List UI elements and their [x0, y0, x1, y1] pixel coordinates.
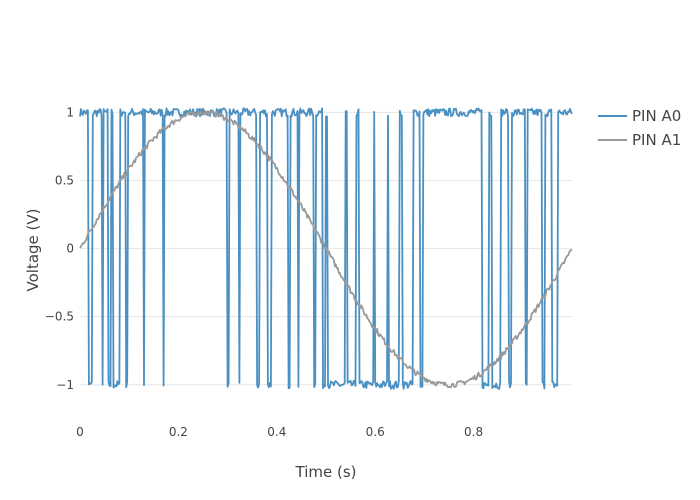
- x-axis-title: Time (s): [295, 463, 357, 481]
- y-tick-labels: 1 0.5 0 −0.5 −1: [45, 105, 74, 391]
- y-tick-label: 0.5: [55, 174, 74, 188]
- x-tick-labels: 0 0.2 0.4 0.6 0.8: [76, 425, 483, 439]
- legend-item-pin-a1[interactable]: PIN A1: [598, 131, 681, 149]
- y-tick-label: −0.5: [45, 310, 74, 324]
- x-tick-label: 0.4: [267, 425, 286, 439]
- y-tick-label: 1: [66, 105, 74, 119]
- series-line-pin-a0: [79, 107, 573, 390]
- x-tick-label: 0.8: [464, 425, 483, 439]
- legend[interactable]: PIN A0 PIN A1: [598, 107, 681, 149]
- y-tick-label: −1: [56, 378, 74, 392]
- series-lines: [79, 107, 573, 390]
- y-tick-label: 0: [66, 242, 74, 256]
- legend-label: PIN A1: [632, 131, 681, 149]
- x-tick-label: 0.6: [366, 425, 385, 439]
- y-axis-title: Voltage (V): [24, 209, 42, 292]
- x-tick-label: 0: [76, 425, 84, 439]
- x-tick-label: 0.2: [169, 425, 188, 439]
- legend-label: PIN A0: [632, 107, 681, 125]
- legend-item-pin-a0[interactable]: PIN A0: [598, 107, 681, 125]
- series-line-pin-a1: [79, 109, 573, 389]
